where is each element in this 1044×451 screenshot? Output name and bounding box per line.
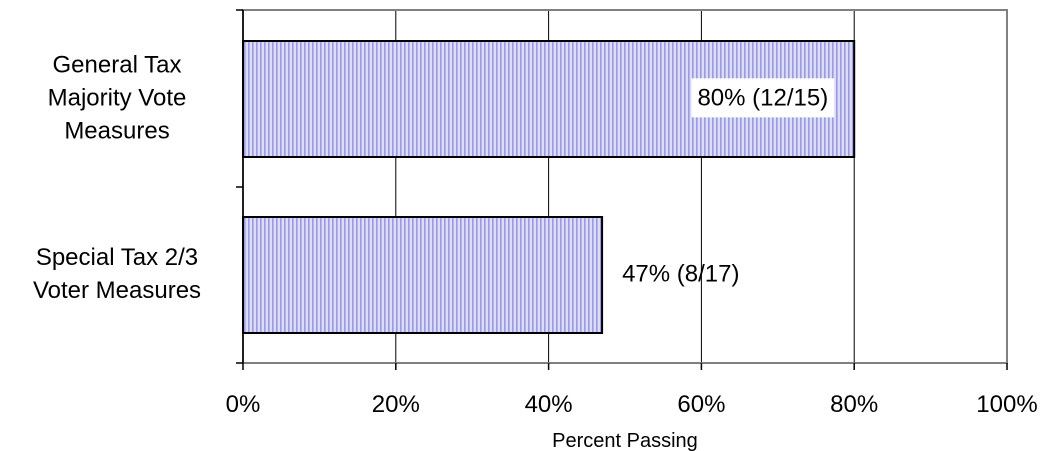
data-label-2: 47% (8/17) xyxy=(622,260,739,287)
category-label-line: Majority Vote xyxy=(48,84,187,111)
category-labels: General Tax Majority Vote Measures Special … xyxy=(33,51,201,304)
x-tick-label: 80% xyxy=(830,391,878,418)
category-label-line: Measures xyxy=(64,117,169,144)
category-label-2: Special Tax 2/3 Voter Measures xyxy=(33,244,201,304)
data-label-1: 80% (12/15) xyxy=(697,84,828,111)
x-tick-label: 60% xyxy=(677,391,725,418)
category-label-1: General Tax Majority Vote Measures xyxy=(48,51,187,144)
category-label-line: General Tax xyxy=(53,51,182,78)
x-axis-title: Percent Passing xyxy=(552,430,698,451)
x-tick-label: 40% xyxy=(525,391,573,418)
category-label-line: Voter Measures xyxy=(33,277,201,304)
category-label-line: Special Tax 2/3 xyxy=(36,244,198,271)
x-tick-label: 20% xyxy=(372,391,420,418)
bars: 80% (12/15) 47% (8/17) xyxy=(242,40,856,334)
x-tick-label: 0% xyxy=(226,391,261,418)
x-tick-labels: 0% 20% 40% 60% 80% 100% xyxy=(226,363,1038,418)
y-axis xyxy=(236,9,244,364)
bar-2 xyxy=(242,216,604,334)
x-tick-label: 100% xyxy=(976,391,1037,418)
data-label-background xyxy=(691,78,835,118)
